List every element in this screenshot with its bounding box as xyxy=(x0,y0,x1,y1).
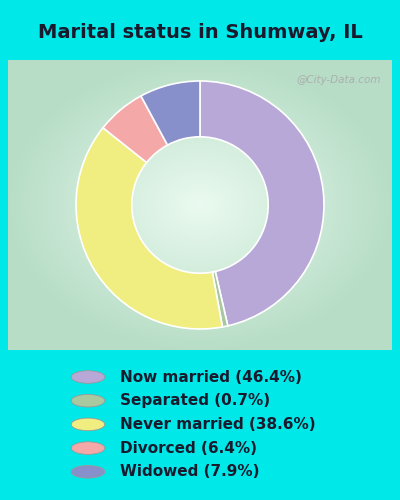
Circle shape xyxy=(71,442,105,454)
Circle shape xyxy=(71,466,105,478)
Text: Never married (38.6%): Never married (38.6%) xyxy=(120,417,316,432)
Text: Marital status in Shumway, IL: Marital status in Shumway, IL xyxy=(38,24,362,42)
Circle shape xyxy=(71,370,105,384)
Text: @City-Data.com: @City-Data.com xyxy=(296,74,380,85)
Wedge shape xyxy=(141,81,200,145)
Wedge shape xyxy=(76,128,222,329)
Text: Separated (0.7%): Separated (0.7%) xyxy=(120,393,270,408)
Text: Divorced (6.4%): Divorced (6.4%) xyxy=(120,440,257,456)
Wedge shape xyxy=(212,272,228,327)
Text: Now married (46.4%): Now married (46.4%) xyxy=(120,370,302,384)
Circle shape xyxy=(71,394,105,407)
Circle shape xyxy=(71,418,105,430)
Wedge shape xyxy=(200,81,324,326)
Text: Widowed (7.9%): Widowed (7.9%) xyxy=(120,464,260,479)
Wedge shape xyxy=(103,96,168,162)
